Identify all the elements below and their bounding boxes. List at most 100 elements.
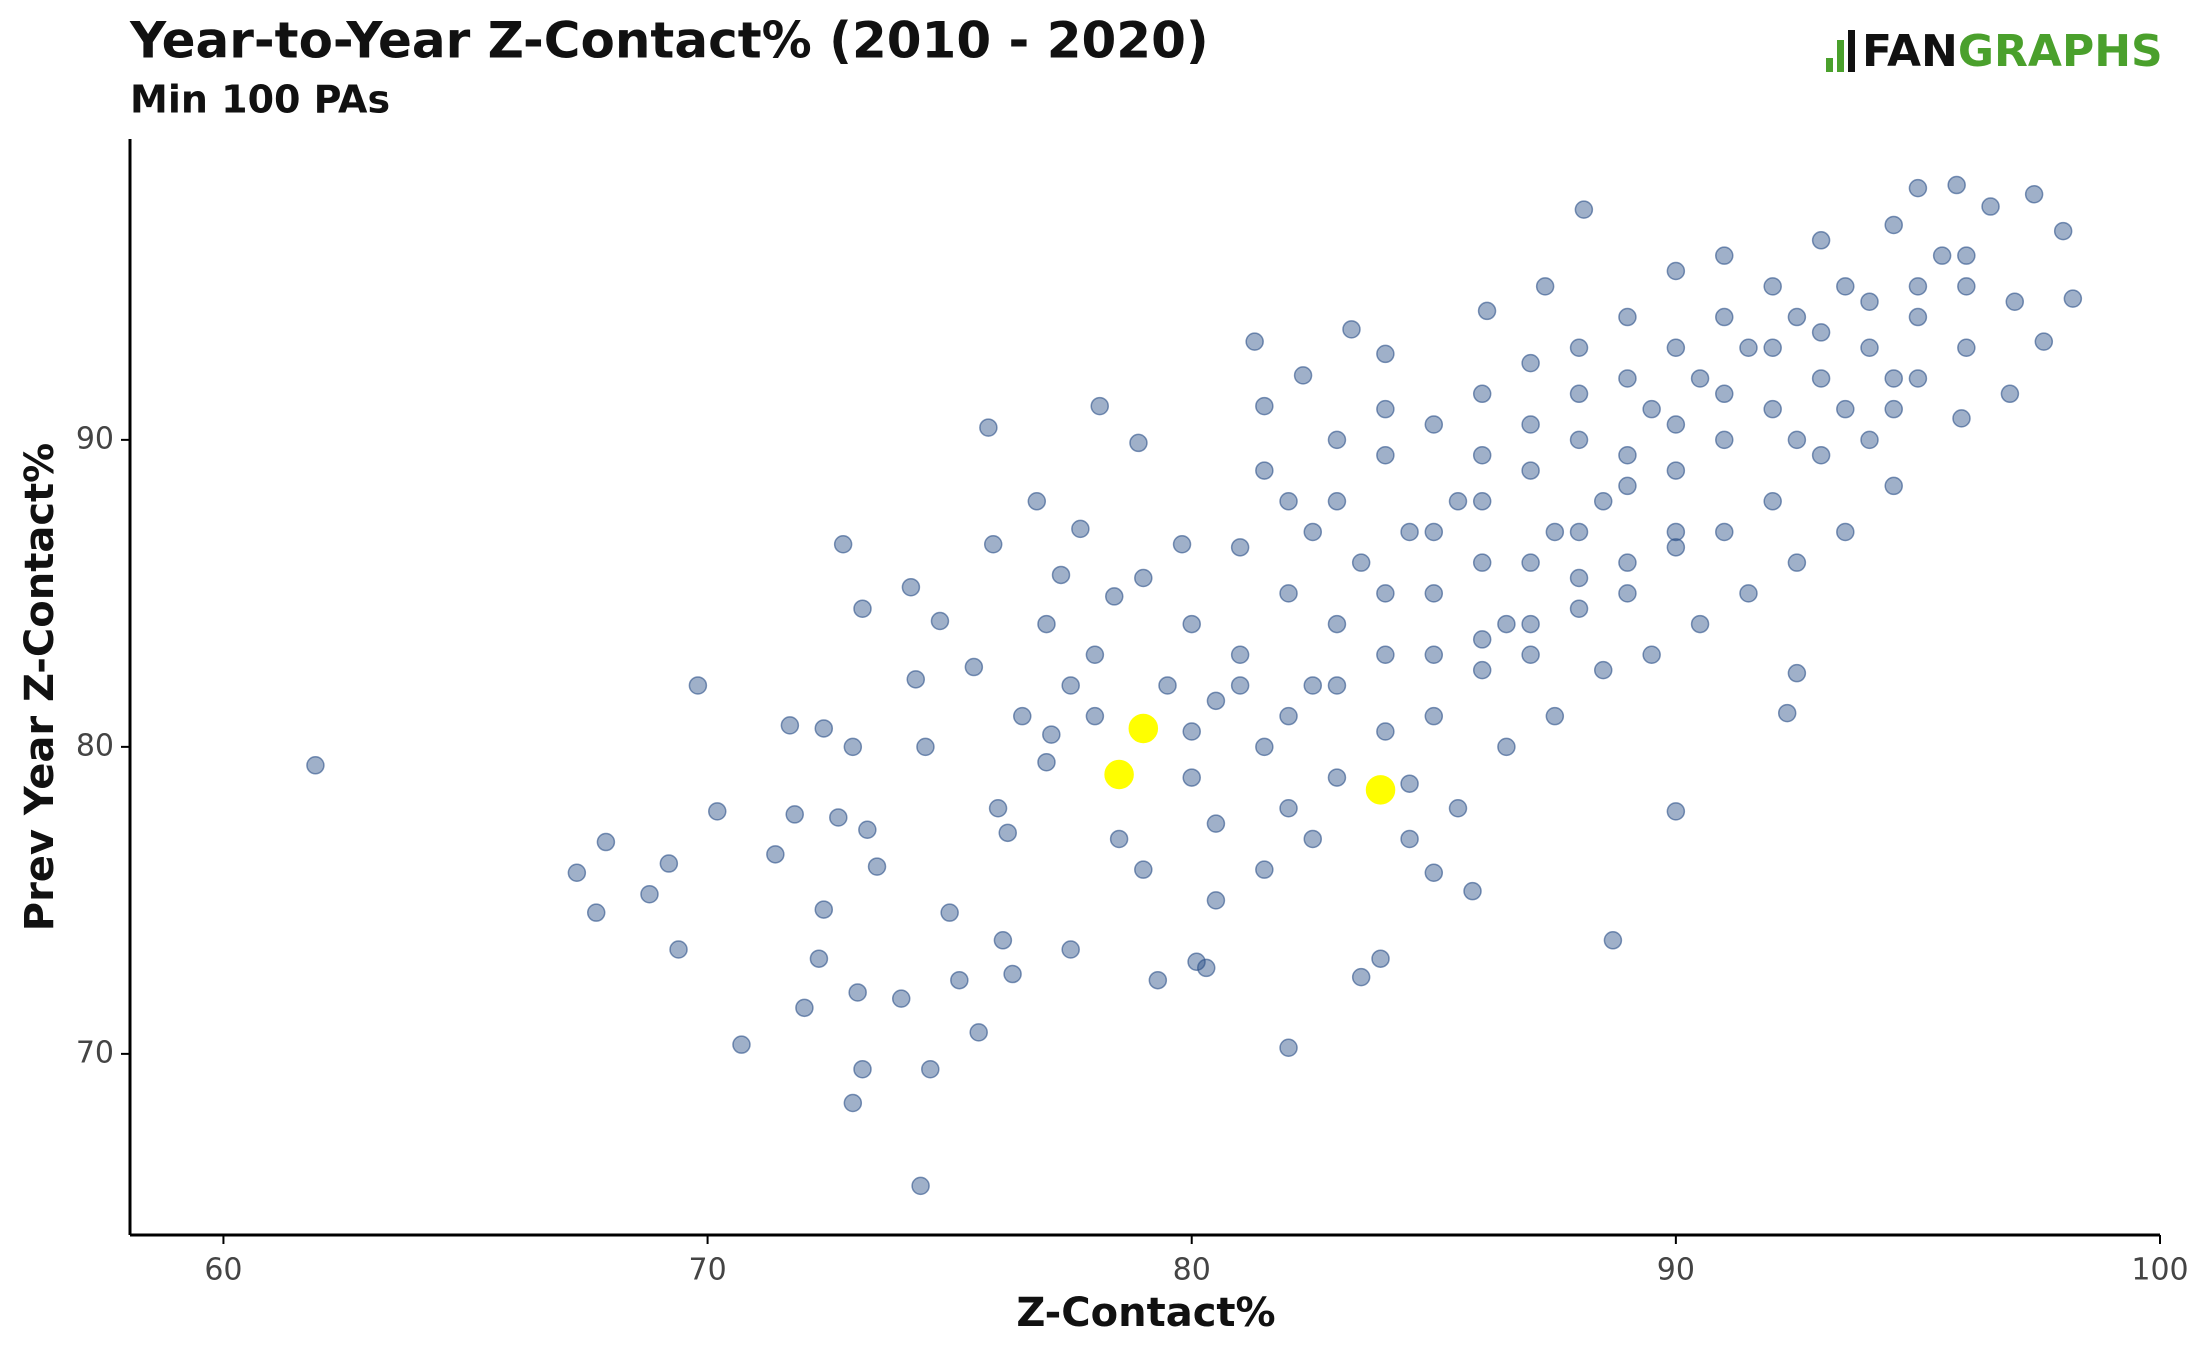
point [1472,630,1492,649]
point [669,940,688,959]
point [596,832,616,852]
chart-subtitle: Min 100 PAs [130,78,390,122]
point [1574,200,1594,219]
point [1603,931,1623,950]
chart-title: Year-to-Year Z-Contact% (2010 - 2020) [129,12,1209,70]
point [1763,492,1782,511]
point [1279,706,1298,726]
point [1448,799,1468,818]
point [795,998,814,1018]
point [979,418,998,437]
point [1463,881,1482,901]
x-tick-label: 90 [1657,1253,1695,1288]
point [1134,568,1153,588]
point [906,670,926,689]
point [1666,538,1686,557]
point [916,737,935,757]
point [1535,277,1555,296]
point [921,1059,940,1079]
point [1811,369,1831,388]
point [891,989,911,1008]
point [2024,185,2044,204]
point [1618,369,1637,388]
y-tick-label: 70 [76,1035,114,1070]
point [1545,522,1565,542]
point [1957,338,1976,358]
point [1327,492,1347,511]
point [1908,369,1928,388]
point [1739,584,1758,603]
point [983,534,1003,554]
point [1376,445,1395,465]
logo-bar [1848,30,1855,72]
point [1715,430,1734,450]
point [1908,307,1928,327]
point [1027,492,1047,511]
point [1811,445,1831,465]
point [1206,891,1226,910]
point [1206,814,1226,833]
point [1569,430,1589,450]
point [1182,722,1201,741]
highlight-point [1365,775,1396,805]
logo-text: FANGRAPHS [1862,26,2163,77]
point [1424,584,1444,603]
point [1371,949,1390,968]
point [1932,246,1952,265]
point [843,737,863,757]
point [1477,301,1497,321]
x-axis-title: Z-Contact% [1016,1290,1275,1336]
point [1187,952,1206,972]
point [1811,231,1831,250]
point [1860,430,1879,450]
y-axis-title: Prev Year Z-Contact% [17,443,63,931]
point [1376,399,1395,419]
point [940,903,959,922]
point [1811,323,1831,342]
logo: FANGRAPHS [1826,26,2163,77]
point [1182,768,1201,787]
point [1376,722,1395,741]
point [1037,614,1056,634]
point [1303,829,1323,849]
point [766,845,785,864]
point [993,931,1013,950]
point [833,534,853,554]
point [843,1093,863,1113]
point [1618,476,1637,496]
x-tick-label: 80 [1173,1253,1211,1288]
point [2053,221,2073,241]
point [1279,1038,1298,1057]
point [640,884,659,904]
point [1376,344,1395,364]
point [1172,534,1192,554]
point [809,949,829,968]
highlight-point [1104,759,1134,790]
point [1206,691,1226,711]
point [1690,614,1710,634]
point [1105,587,1124,606]
y-tick-label: 90 [76,421,114,456]
point [1521,353,1540,373]
point [930,611,950,631]
point [1400,829,1419,849]
point [998,823,1017,843]
point [814,719,834,738]
point [732,1035,751,1054]
point [1666,802,1686,821]
point [1090,396,1109,416]
point [1497,614,1516,634]
point [1279,492,1298,511]
point [1293,366,1313,385]
point [659,854,679,873]
point [1521,553,1540,572]
point [1521,614,1540,634]
point [1472,553,1492,572]
point [969,1023,988,1042]
point [1351,967,1371,987]
point [1569,384,1589,404]
point [1715,522,1734,542]
point [1642,645,1661,665]
point [1836,522,1855,542]
